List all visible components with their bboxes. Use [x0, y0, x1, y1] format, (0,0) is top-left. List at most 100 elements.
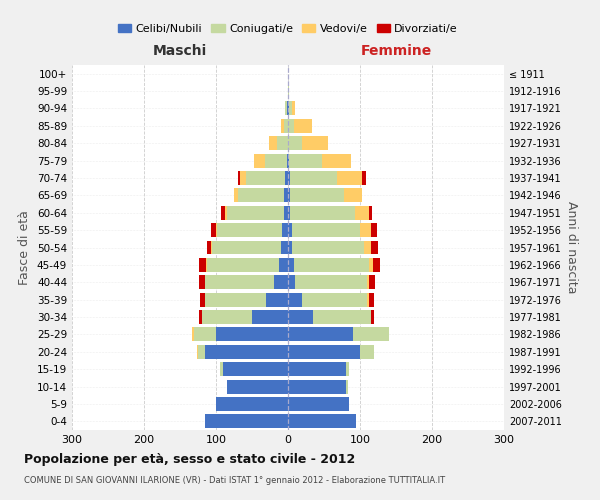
Bar [288, 292, 368, 306]
Bar [205, 292, 288, 306]
Bar [281, 119, 288, 133]
Bar [269, 136, 288, 150]
Bar [288, 310, 371, 324]
Bar [288, 223, 377, 237]
Bar [288, 310, 371, 324]
Bar [288, 328, 389, 342]
Bar [288, 397, 349, 411]
Bar [288, 397, 349, 411]
Bar [206, 258, 288, 272]
Bar [269, 136, 288, 150]
Bar [288, 310, 374, 324]
Bar [288, 414, 356, 428]
Bar [288, 258, 370, 272]
Bar [197, 345, 288, 358]
Bar [238, 171, 288, 185]
Bar [227, 380, 288, 394]
Bar [288, 206, 371, 220]
Bar [288, 258, 294, 272]
Bar [288, 102, 295, 116]
Bar [234, 188, 288, 202]
Bar [216, 223, 288, 237]
Bar [288, 171, 362, 185]
Bar [245, 171, 288, 185]
Bar [288, 188, 290, 202]
Bar [200, 292, 288, 306]
Text: Maschi: Maschi [153, 44, 207, 58]
Bar [205, 345, 288, 358]
Bar [287, 102, 288, 116]
Bar [224, 206, 288, 220]
Bar [288, 119, 294, 133]
Bar [199, 258, 288, 272]
Text: COMUNE DI SAN GIOVANNI ILARIONE (VR) - Dati ISTAT 1° gennaio 2012 - Elaborazione: COMUNE DI SAN GIOVANNI ILARIONE (VR) - D… [24, 476, 445, 485]
Bar [288, 310, 313, 324]
Bar [288, 240, 371, 254]
Bar [288, 223, 360, 237]
Bar [288, 380, 348, 394]
Bar [227, 380, 288, 394]
Bar [288, 345, 374, 358]
Bar [227, 380, 288, 394]
Bar [285, 102, 288, 116]
Bar [288, 380, 348, 394]
Bar [288, 240, 364, 254]
Bar [288, 276, 370, 289]
Bar [288, 84, 289, 98]
Bar [288, 154, 322, 168]
Bar [288, 397, 349, 411]
Bar [206, 240, 288, 254]
Bar [205, 276, 288, 289]
Bar [288, 380, 348, 394]
Bar [192, 328, 288, 342]
Bar [288, 240, 292, 254]
Bar [288, 258, 373, 272]
Bar [266, 292, 288, 306]
Bar [216, 397, 288, 411]
Text: Popolazione per età, sesso e stato civile - 2012: Popolazione per età, sesso e stato civil… [24, 452, 355, 466]
Bar [240, 171, 288, 185]
Bar [288, 188, 344, 202]
Bar [221, 206, 288, 220]
Bar [216, 328, 288, 342]
Bar [227, 380, 288, 394]
Bar [252, 310, 288, 324]
Bar [288, 362, 349, 376]
Y-axis label: Fasce di età: Fasce di età [19, 210, 31, 285]
Bar [288, 223, 371, 237]
Bar [205, 414, 288, 428]
Bar [288, 240, 378, 254]
Bar [288, 345, 374, 358]
Bar [288, 171, 366, 185]
Bar [199, 276, 288, 289]
Bar [211, 240, 288, 254]
Bar [277, 136, 288, 150]
Bar [288, 328, 389, 342]
Bar [288, 136, 328, 150]
Bar [288, 136, 302, 150]
Bar [284, 188, 288, 202]
Bar [288, 188, 362, 202]
Bar [220, 362, 288, 376]
Bar [288, 223, 292, 237]
Bar [288, 206, 355, 220]
Bar [205, 414, 288, 428]
Bar [288, 362, 349, 376]
Bar [220, 362, 288, 376]
Bar [205, 414, 288, 428]
Bar [288, 292, 302, 306]
Bar [288, 414, 356, 428]
Bar [265, 154, 288, 168]
Bar [281, 119, 288, 133]
Bar [194, 328, 288, 342]
Bar [288, 136, 328, 150]
Bar [288, 414, 356, 428]
Text: Femmine: Femmine [361, 44, 431, 58]
Bar [211, 223, 288, 237]
Bar [208, 258, 288, 272]
Bar [288, 119, 312, 133]
Bar [284, 119, 288, 133]
Bar [288, 206, 290, 220]
Bar [288, 119, 312, 133]
Bar [288, 154, 289, 168]
